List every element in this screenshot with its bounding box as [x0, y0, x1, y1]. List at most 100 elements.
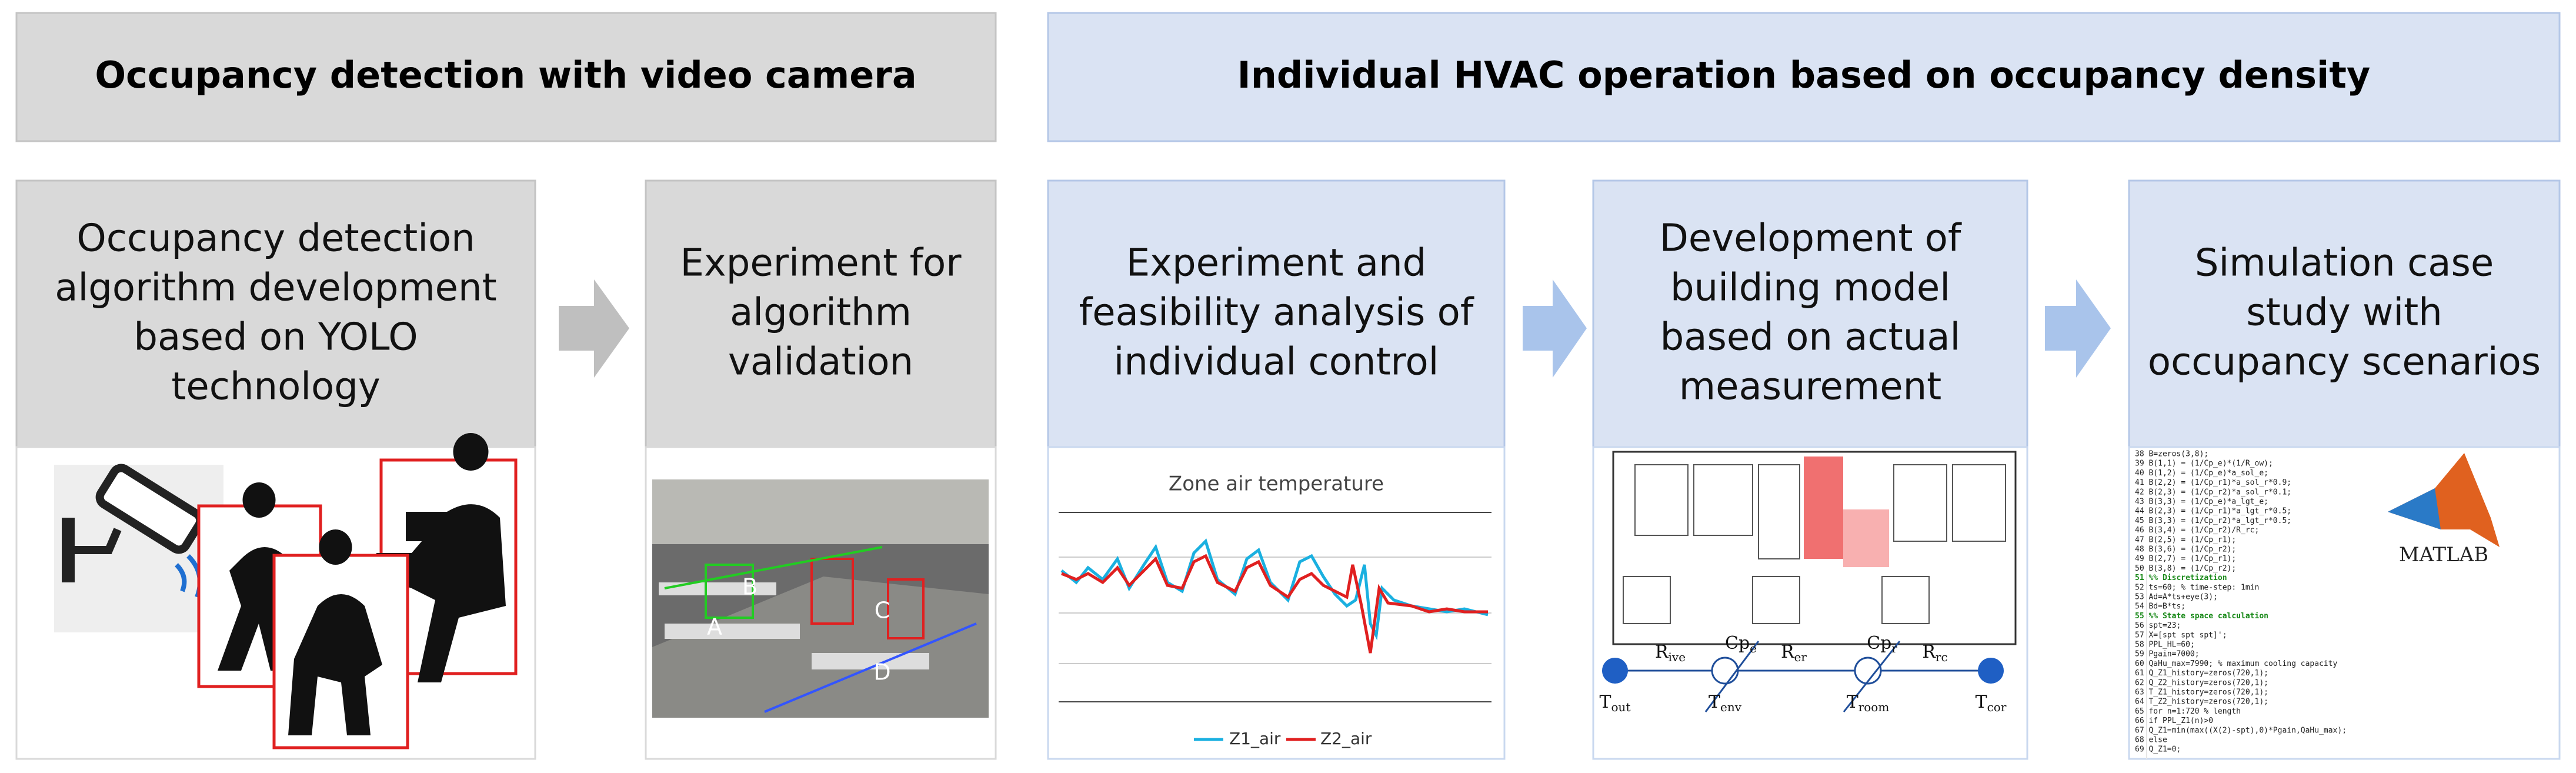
circuit-label-sub: env	[1720, 700, 1742, 714]
camera-arm	[75, 528, 122, 554]
code-line: 64 T_Z2_history=zeros(720,1);	[2135, 698, 2268, 707]
circuit-label: Troom	[1847, 692, 1890, 714]
legend-label: Z2_air	[1320, 729, 1372, 748]
circuit-label-sub: e	[1750, 641, 1757, 655]
floorplan-room	[1693, 464, 1753, 536]
code-line: 42 B(2,3) = (1/Cp_r2)*a_sol_r*0.1;	[2135, 488, 2291, 497]
zone-highlight	[1804, 457, 1843, 559]
step-title: validation	[728, 341, 913, 384]
step-title: technology	[171, 365, 380, 409]
circuit-label: Tcor	[1976, 692, 2007, 714]
circuit-label-sub: r	[1891, 641, 1897, 655]
step-box	[1047, 179, 1506, 448]
code-line: 65 for n=1:720 % length	[2135, 707, 2241, 716]
code-line: 43 B(3,3) = (1/Cp_e)*a_lgt_e;	[2135, 498, 2268, 507]
logo-base	[2388, 488, 2441, 529]
circuit-node	[1711, 657, 1739, 685]
code-line: 56 spt=23;	[2135, 621, 2181, 630]
step-box	[15, 179, 536, 448]
code-line: 51 %% Discretization	[2135, 574, 2227, 582]
floorplan-room	[1881, 576, 1930, 624]
step-title: Occupancy detection	[76, 217, 475, 261]
code-line: 61 Q_Z1_history=zeros(720,1);	[2135, 669, 2268, 678]
desk	[659, 582, 776, 595]
code-line: 38 B=zeros(3,8);	[2135, 450, 2208, 459]
step-title: based on YOLO	[134, 316, 418, 359]
silhouette	[376, 433, 506, 682]
code-line: 46 B(3,4) = (1/Cp_r2)/R_rc;	[2135, 526, 2259, 535]
circuit-node	[1854, 657, 1882, 685]
camera-mount	[62, 518, 75, 582]
matlab-logo	[2388, 453, 2500, 547]
photo-wall	[652, 479, 989, 544]
code-line: 45 B(3,3) = (1/Cp_r2)*a_lgt_r*0.5;	[2135, 517, 2291, 525]
floorplan-room	[1893, 464, 1947, 542]
code-line: 54 Bd=B*ts;	[2135, 602, 2185, 611]
step-title: occupancy scenarios	[2148, 341, 2541, 384]
circuit-label-main: T	[1976, 692, 1987, 712]
arrow	[1523, 279, 1587, 378]
code-line: 48 B(3,6) = (1/Cp_r2);	[2135, 545, 2236, 554]
header-left: Occupancy detection with video camera	[95, 54, 916, 96]
arrow	[559, 279, 629, 378]
arrow	[2045, 279, 2111, 378]
logo-text: MATLAB	[2399, 543, 2488, 567]
step-box	[645, 179, 997, 448]
floorplan-room	[1634, 464, 1689, 536]
circuit-label-sub: out	[1611, 700, 1631, 714]
temperature-chart	[1059, 512, 1491, 741]
circuit-label-sub: er	[1794, 650, 1807, 664]
photo-label: D	[873, 659, 890, 685]
step-title: based on actual	[1660, 316, 1961, 359]
circuit-label-sub: room	[1858, 700, 1890, 714]
step-box	[2128, 179, 2561, 448]
classroom-photo	[652, 479, 989, 718]
circuit-label: Tenv	[1709, 692, 1742, 714]
step-title: algorithm development	[55, 266, 496, 310]
circuit-node	[1602, 658, 1628, 684]
circuit-label-sub: cor	[1987, 700, 2007, 714]
code-line: 67 Q_Z1=min(max((X(2)-spt),0)*Pgain,QaHu…	[2135, 726, 2347, 735]
code-line: 68 else	[2135, 736, 2167, 745]
series-line	[1061, 554, 1488, 654]
code-line: 60 QaHu_max=7990; % maximum cooling capa…	[2135, 659, 2338, 668]
code-line: 58 PPL_HL=60;	[2135, 641, 2195, 649]
code-line: 44 B(2,3) = (1/Cp_r1)*a_lgt_r*0.5;	[2135, 507, 2291, 516]
circuit-node	[1978, 658, 2004, 684]
zone-line	[764, 622, 977, 713]
step-figure-box	[2128, 446, 2561, 760]
circuit-label: Cpr	[1867, 633, 1897, 655]
circuit-label: Cpe	[1725, 633, 1757, 655]
circuit-label-main: R	[1655, 642, 1669, 662]
zone-highlight	[1843, 509, 1889, 567]
step-title: Simulation case	[2195, 242, 2494, 285]
code-line: 47 B(2,5) = (1/Cp_r1);	[2135, 535, 2236, 544]
desk	[665, 624, 800, 639]
header-right-box	[1047, 12, 2561, 142]
circuit-label-main: R	[1922, 642, 1936, 662]
detection-box	[887, 578, 925, 639]
floorplan-room	[1623, 576, 1671, 624]
code-line: 40 B(1,2) = (1/Cp_e)*a_sol_e;	[2135, 469, 2268, 478]
header-left-box	[15, 12, 997, 142]
circuit-label-sub: ive	[1669, 650, 1686, 664]
building-model	[1602, 451, 2017, 712]
circuit-label: Tout	[1600, 692, 1631, 714]
detection-box	[705, 564, 754, 619]
camera-body	[95, 464, 205, 554]
code-line: 57 X=[spt spt spt]';	[2135, 631, 2227, 639]
circuit-label: Rive	[1655, 642, 1686, 664]
step-figure-box	[1047, 446, 1506, 760]
step-title: measurement	[1679, 365, 1942, 409]
detection-box	[810, 558, 854, 625]
circuit-wire	[1843, 641, 1901, 712]
photo-floor	[652, 577, 989, 718]
step-title: individual control	[1114, 341, 1439, 384]
circuit-label-main: T	[1847, 692, 1858, 712]
circuit-label-main: Cp	[1725, 633, 1750, 654]
floorplan-room	[1758, 464, 1800, 559]
camera-illustration	[54, 433, 518, 749]
floorplan-room	[1952, 464, 2006, 542]
step-title: Development of	[1660, 217, 1962, 261]
